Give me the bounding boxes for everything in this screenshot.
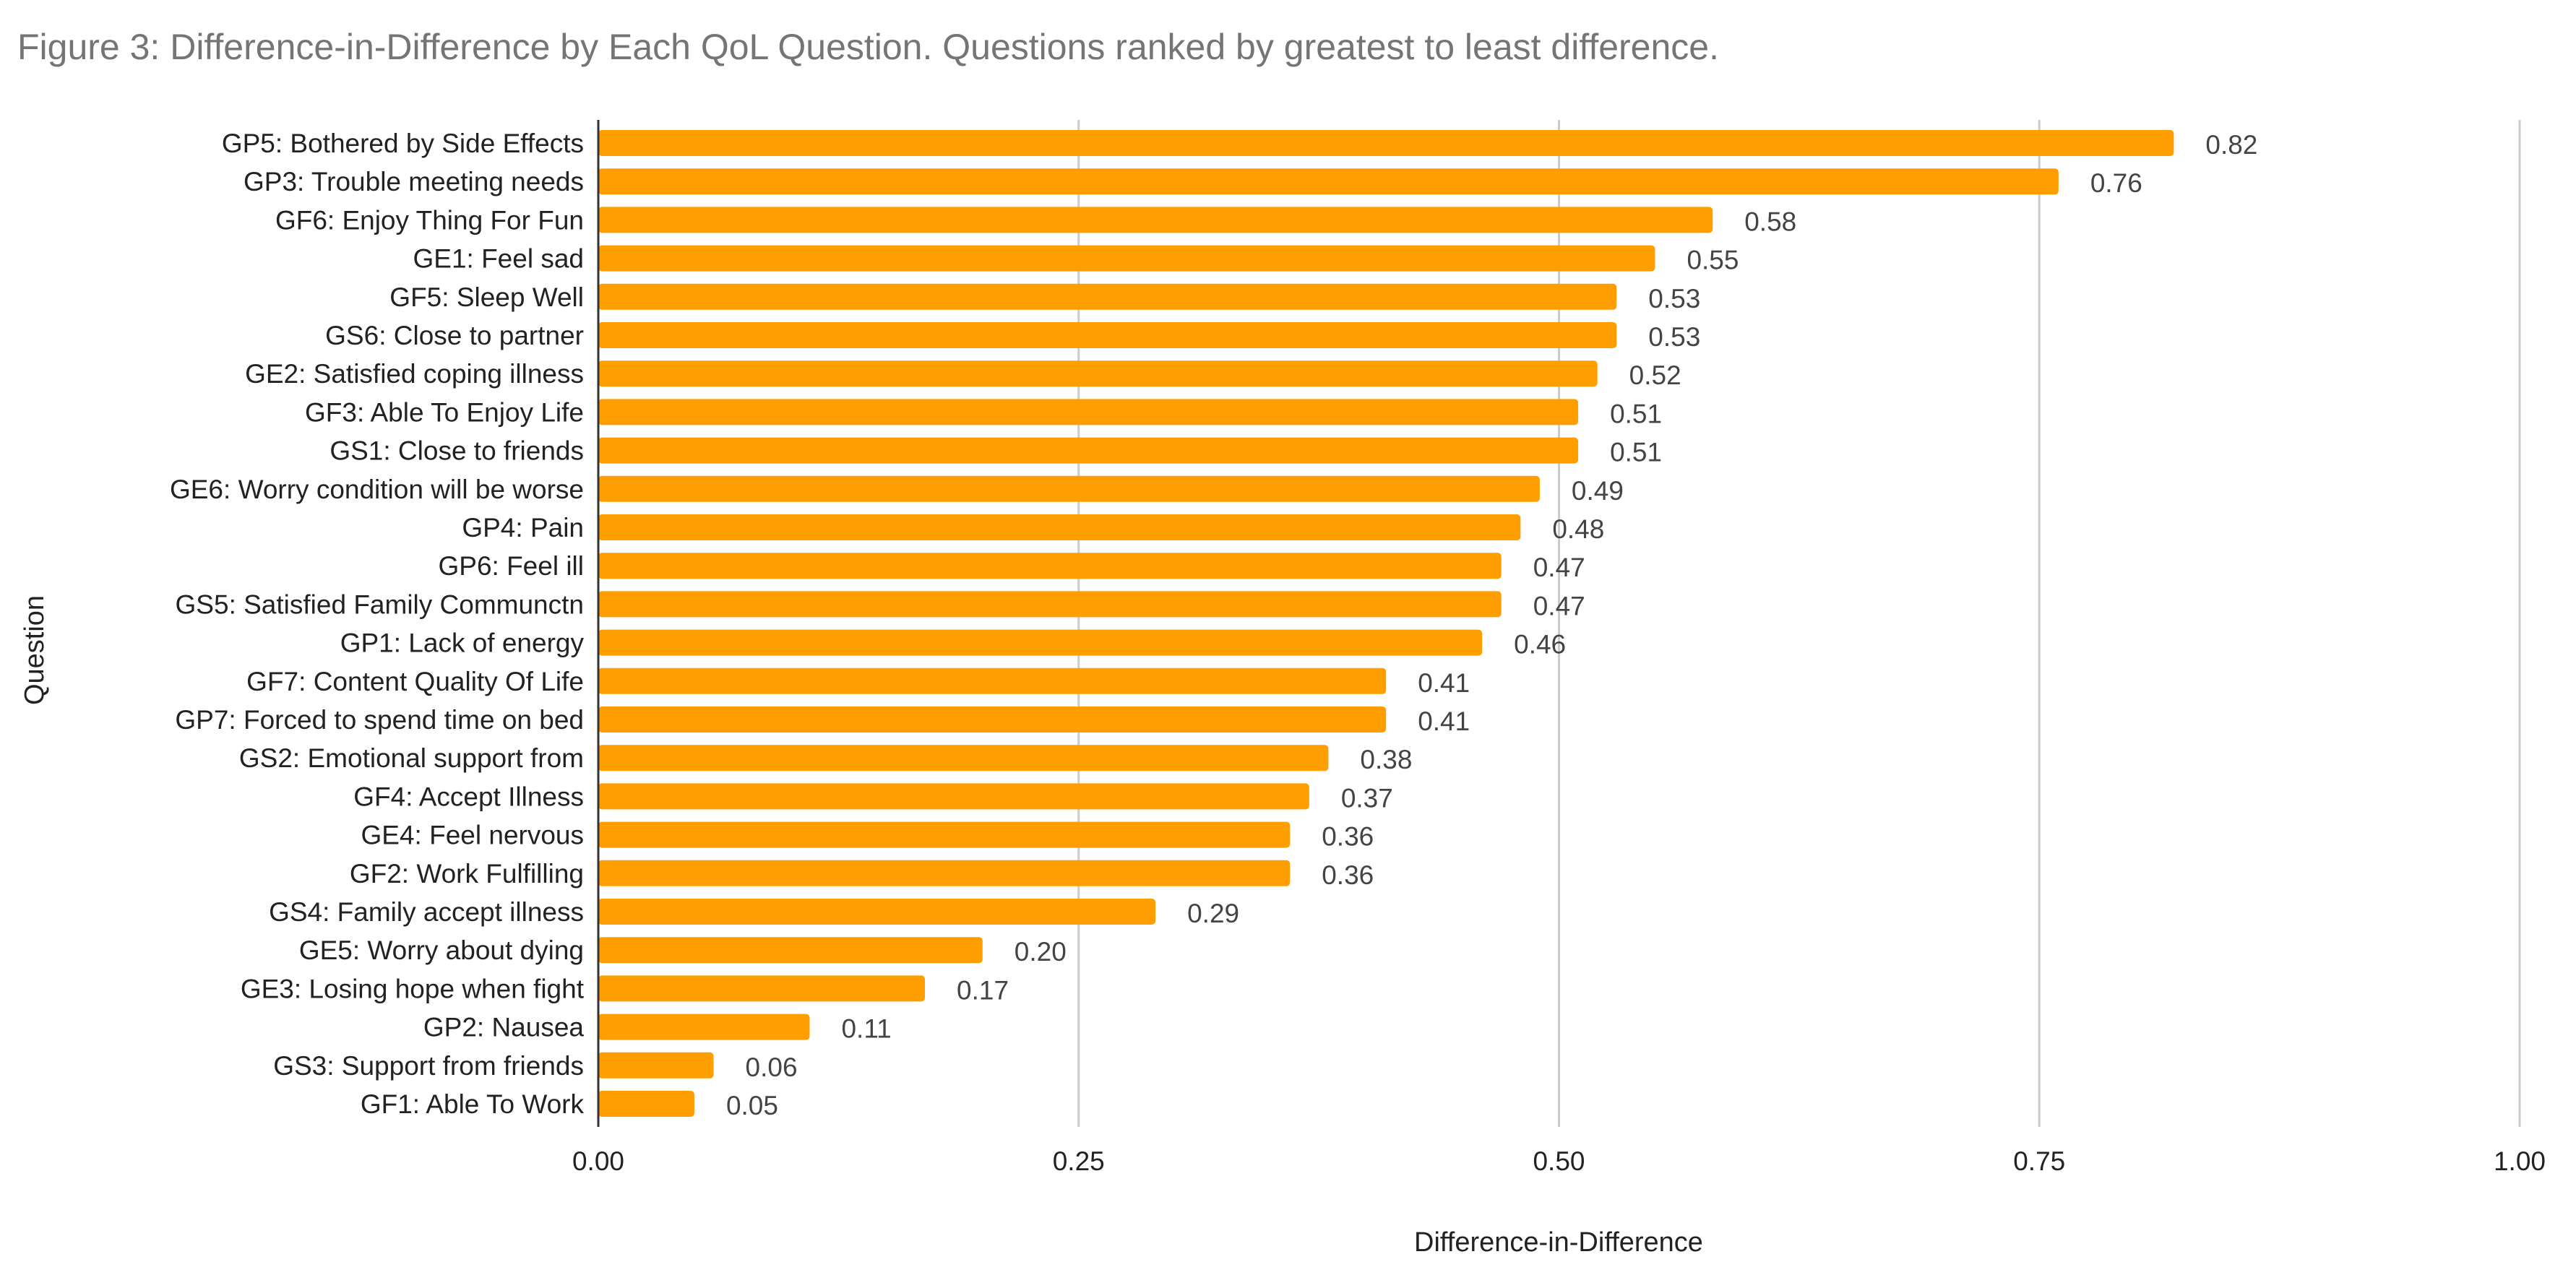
category-label: GF5: Sleep Well [389, 282, 584, 312]
x-tick-label: 0.25 [1053, 1146, 1105, 1176]
data-label: 0.49 [1572, 476, 1624, 506]
bar [598, 860, 1291, 886]
data-label: 0.17 [957, 975, 1009, 1005]
data-label: 0.06 [746, 1053, 798, 1082]
data-label: 0.46 [1514, 630, 1566, 660]
data-label: 0.11 [841, 1014, 891, 1044]
data-label: 0.37 [1341, 783, 1393, 813]
bar [598, 475, 1540, 502]
data-label: 0.47 [1533, 591, 1585, 621]
bar [598, 399, 1579, 425]
data-label: 0.58 [1744, 207, 1796, 236]
data-label: 0.76 [2090, 168, 2142, 198]
bar [598, 667, 1387, 694]
category-label: GP1: Lack of energy [340, 628, 585, 658]
bars [598, 130, 2174, 1117]
bar [598, 514, 1521, 540]
data-label: 0.20 [1015, 937, 1067, 967]
data-label: 0.52 [1629, 360, 1681, 390]
data-label: 0.53 [1648, 284, 1700, 314]
bar [598, 706, 1387, 732]
bar [598, 130, 2174, 156]
bar [598, 629, 1483, 656]
category-label: GE1: Feel sad [413, 244, 584, 274]
category-label: GS5: Satisfied Family Communctn [176, 589, 584, 619]
bar [598, 1091, 694, 1117]
data-label: 0.53 [1648, 322, 1700, 352]
x-tick-labels: 0.00 0.25 0.50 0.75 1.00 [572, 1146, 2546, 1176]
category-label: GP3: Trouble meeting needs [244, 167, 584, 196]
data-label: 0.41 [1418, 706, 1470, 736]
data-label: 0.55 [1687, 246, 1739, 275]
bar [598, 1013, 810, 1040]
category-label: GF4: Accept Illness [353, 782, 584, 811]
bar [598, 360, 1598, 387]
bar [598, 591, 1502, 618]
category-label: GE5: Worry about dying [299, 935, 584, 965]
data-label: 0.47 [1533, 553, 1585, 582]
x-tick-label: 0.00 [572, 1146, 624, 1176]
bar [598, 1052, 714, 1079]
bar [598, 899, 1156, 925]
data-label: 0.36 [1322, 860, 1374, 890]
data-label: 0.05 [726, 1091, 778, 1120]
category-label: GE3: Losing hope when fight [241, 974, 585, 1003]
data-label: 0.41 [1418, 668, 1470, 698]
category-label: GP4: Pain [462, 513, 584, 543]
category-label: GF7: Content Quality Of Life [246, 667, 584, 696]
category-label: GP7: Forced to spend time on bed [175, 705, 584, 735]
x-tick-label: 0.50 [1533, 1146, 1585, 1176]
category-label: GP5: Bothered by Side Effects [222, 129, 584, 158]
data-label: 0.51 [1610, 438, 1662, 467]
bar [598, 437, 1579, 464]
category-labels: GP5: Bothered by Side Effects GP3: Troubl… [170, 129, 585, 1119]
category-label: GF2: Work Fulfilling [350, 859, 584, 889]
data-label: 0.82 [2205, 130, 2257, 160]
y-axis-title: Question [20, 595, 50, 705]
category-label: GE2: Satisfied coping illness [245, 359, 584, 389]
data-label: 0.29 [1187, 899, 1239, 928]
category-label: GS1: Close to friends [329, 436, 584, 466]
category-label: GS3: Support from friends [273, 1051, 584, 1081]
bar [598, 322, 1617, 348]
bar [598, 937, 983, 964]
bar [598, 745, 1329, 771]
chart-title: Figure 3: Difference-in-Difference by Ea… [17, 27, 1719, 67]
category-label: GS6: Close to partner [325, 321, 584, 350]
bar [598, 207, 1713, 233]
x-tick-label: 1.00 [2494, 1146, 2546, 1176]
data-label: 0.38 [1360, 745, 1412, 774]
category-label: GS4: Family accept illness [269, 897, 584, 927]
x-axis-title: Difference-in-Difference [1414, 1227, 1703, 1258]
data-label: 0.51 [1610, 399, 1662, 428]
category-label: GE6: Worry condition will be worse [170, 475, 584, 504]
bar [598, 245, 1655, 272]
category-label: GS2: Emotional support from [239, 743, 584, 773]
category-label: GF6: Enjoy Thing For Fun [275, 205, 584, 235]
category-label: GP6: Feel ill [438, 551, 584, 581]
bar [598, 975, 926, 1002]
category-label: GE4: Feel nervous [361, 821, 584, 850]
bar [598, 553, 1502, 579]
bar [598, 168, 2059, 195]
bar [598, 283, 1617, 310]
value-labels: 0.82 0.76 0.580.55 0.53 0.53 0.52 0.51 0.51 0.49… [726, 130, 2257, 1120]
bar [598, 821, 1291, 848]
bar [598, 783, 1309, 810]
category-label: GP2: Nausea [423, 1013, 585, 1042]
category-label: GF1: Able To Work [361, 1089, 585, 1119]
x-tick-label: 0.75 [2013, 1146, 2065, 1176]
category-label: GF3: Able To Enjoy Life [305, 397, 584, 427]
data-label: 0.36 [1322, 822, 1374, 852]
data-label: 0.48 [1552, 514, 1604, 544]
